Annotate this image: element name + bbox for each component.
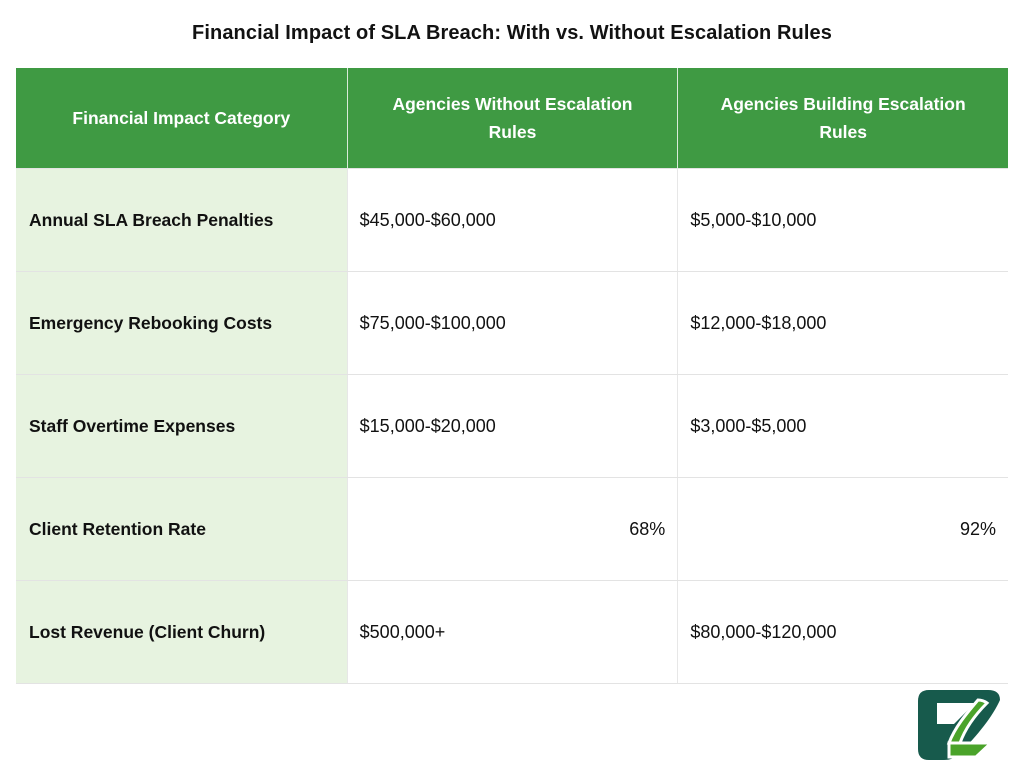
row-category-cell: Client Retention Rate (16, 478, 347, 580)
row-with-value-cell: $12,000-$18,000 (677, 272, 1008, 374)
header-cell-without-escalation: Agencies Without Escalation Rules (346, 68, 678, 168)
row-category-cell: Annual SLA Breach Penalties (16, 169, 347, 271)
row-without-value-cell: 68% (346, 478, 678, 580)
row-without-value-cell: $500,000+ (346, 581, 678, 683)
table-row: Annual SLA Breach Penalties $45,000-$60,… (16, 168, 1008, 271)
table-header-row: Financial Impact Category Agencies Witho… (16, 68, 1008, 168)
brand-logo-icon (918, 690, 1000, 760)
row-category-cell: Emergency Rebooking Costs (16, 272, 347, 374)
row-without-value-cell: $15,000-$20,000 (346, 375, 678, 477)
row-with-value-cell: $80,000-$120,000 (677, 581, 1008, 683)
row-with-value-cell: $5,000-$10,000 (677, 169, 1008, 271)
financial-impact-table: Financial Impact Category Agencies Witho… (16, 68, 1008, 684)
row-without-value-cell: $45,000-$60,000 (346, 169, 678, 271)
row-with-value-cell: 92% (677, 478, 1008, 580)
table-row: Lost Revenue (Client Churn) $500,000+ $8… (16, 580, 1008, 683)
header-cell-building-escalation: Agencies Building Escalation Rules (677, 68, 1008, 168)
table-row: Client Retention Rate 68% 92% (16, 477, 1008, 580)
table-row: Staff Overtime Expenses $15,000-$20,000 … (16, 374, 1008, 477)
page-title: Financial Impact of SLA Breach: With vs.… (192, 22, 832, 44)
table-row: Emergency Rebooking Costs $75,000-$100,0… (16, 271, 1008, 374)
row-category-cell: Staff Overtime Expenses (16, 375, 347, 477)
row-category-cell: Lost Revenue (Client Churn) (16, 581, 347, 683)
row-with-value-cell: $3,000-$5,000 (677, 375, 1008, 477)
header-cell-category: Financial Impact Category (72, 108, 291, 128)
row-without-value-cell: $75,000-$100,000 (346, 272, 678, 374)
